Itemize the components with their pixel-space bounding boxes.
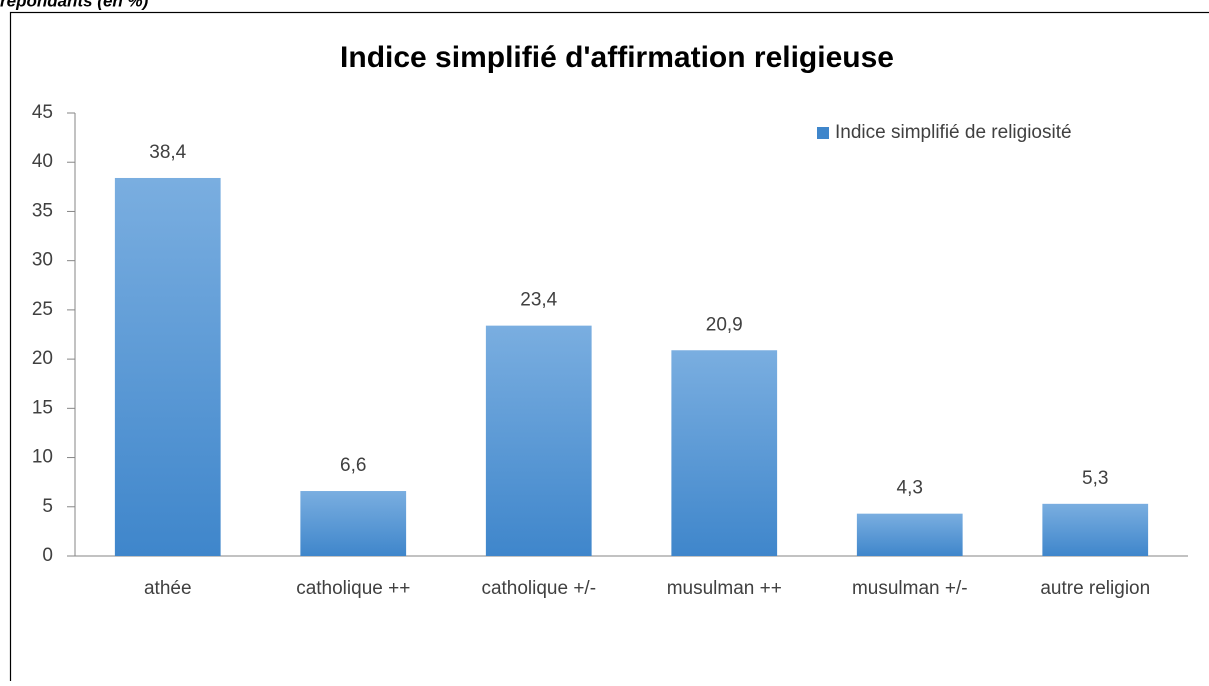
- value-label: 6,6: [340, 455, 366, 476]
- x-tick-label: catholique +/-: [481, 578, 596, 599]
- value-label: 4,3: [897, 478, 923, 499]
- value-label: 23,4: [520, 290, 557, 311]
- chart-title: Indice simplifié d'affirmation religieus…: [340, 41, 894, 74]
- y-tick-label: 0: [42, 545, 53, 566]
- x-tick-label: athée: [144, 578, 192, 599]
- legend-swatch: [817, 127, 829, 139]
- bar: [115, 178, 221, 556]
- bar: [857, 514, 963, 556]
- legend-label: Indice simplifié de religiosité: [835, 122, 1072, 143]
- note: répondants (en %): [0, 0, 149, 10]
- y-tick-label: 35: [32, 200, 53, 221]
- bar: [1042, 504, 1148, 556]
- y-tick-label: 5: [42, 496, 53, 517]
- y-tick-label: 45: [32, 102, 53, 123]
- value-label: 5,3: [1082, 468, 1108, 489]
- bar: [300, 491, 406, 556]
- y-tick-label: 40: [32, 151, 53, 172]
- x-tick-label: autre religion: [1040, 578, 1150, 599]
- value-label: 38,4: [149, 142, 186, 163]
- x-tick-label: catholique ++: [296, 578, 410, 599]
- y-tick-label: 15: [32, 397, 53, 418]
- value-label: 20,9: [706, 314, 743, 335]
- bar: [671, 350, 777, 556]
- y-tick-label: 30: [32, 250, 53, 271]
- y-tick-label: 20: [32, 348, 53, 369]
- x-tick-label: musulman ++: [667, 578, 782, 599]
- x-tick-label: musulman +/-: [852, 578, 968, 599]
- bar: [486, 326, 592, 556]
- y-tick-label: 10: [32, 447, 53, 468]
- y-tick-label: 25: [32, 299, 53, 320]
